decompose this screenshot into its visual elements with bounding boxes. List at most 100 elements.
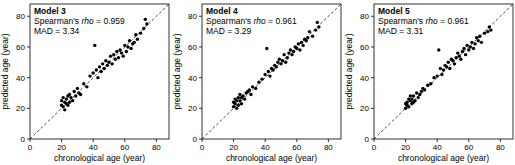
point (316, 21, 319, 24)
point (82, 82, 85, 85)
point (472, 47, 475, 50)
point (96, 76, 99, 79)
point (418, 93, 421, 96)
point (136, 38, 139, 41)
y-tick-label: 0 (193, 135, 198, 144)
point (282, 53, 285, 56)
point (478, 35, 481, 38)
point (68, 93, 71, 96)
point (410, 97, 413, 100)
point (85, 85, 88, 88)
y-axis-label: predicted age (year) (172, 33, 182, 109)
point (279, 62, 282, 65)
point (459, 58, 462, 61)
annotation-part: Spearman's (34, 16, 81, 26)
point (405, 100, 408, 103)
point (415, 91, 418, 94)
point (439, 67, 442, 70)
annotation: Spearman's rho = 0.961 (206, 16, 297, 26)
point (456, 51, 459, 54)
y-tick-label: 0 (365, 135, 370, 144)
annotation: MAD = 3.34 (34, 26, 79, 36)
x-tick-label: 20 (401, 143, 410, 152)
point (65, 97, 68, 100)
panel: 020406080020406080Model 3Spearman's rho … (0, 4, 169, 163)
point (297, 42, 300, 45)
point (420, 90, 423, 93)
x-tick-label: 0 (200, 143, 205, 152)
point (238, 93, 241, 96)
point (432, 76, 435, 79)
point (63, 108, 66, 111)
x-axis-label: chronological age (year) (226, 153, 317, 163)
y-axis-label: predicted age (year) (0, 33, 10, 109)
x-tick-label: 0 (372, 143, 377, 152)
point (407, 105, 410, 108)
point (292, 50, 295, 53)
point (260, 77, 263, 80)
point (314, 28, 317, 31)
annotation-part: rho (81, 16, 94, 26)
y-tick-label: 0 (21, 135, 26, 144)
identity-line (202, 4, 341, 139)
x-tick (328, 139, 329, 142)
y-tick-label: 20 (16, 104, 25, 113)
point (486, 30, 489, 33)
point (117, 56, 120, 59)
point (477, 39, 480, 42)
point (409, 94, 412, 97)
point (61, 96, 64, 99)
point (267, 70, 270, 73)
x-tick (405, 139, 406, 142)
point (306, 36, 309, 39)
y-tick-label: 60 (188, 43, 197, 52)
y-tick (27, 108, 30, 109)
plot-area (30, 4, 169, 139)
x-tick (202, 139, 203, 142)
point (79, 93, 82, 96)
point (454, 56, 457, 59)
x-tick (265, 139, 266, 142)
point (107, 61, 110, 64)
point (115, 50, 118, 53)
y-tick (199, 46, 202, 47)
point (71, 99, 74, 102)
y-tick (371, 46, 374, 47)
point (60, 99, 63, 102)
x-tick (61, 139, 62, 142)
point (413, 99, 416, 102)
point (133, 41, 136, 44)
annotation: MAD = 3.29 (206, 26, 251, 36)
point (473, 42, 476, 45)
panel: 020406080020406080Model 4Spearman's rho … (172, 4, 341, 163)
annotation-part: = 0.961 (438, 16, 469, 26)
point (290, 53, 293, 56)
x-tick-label: 80 (324, 143, 333, 152)
point (268, 74, 271, 77)
y-tick-label: 80 (360, 12, 369, 21)
panel-title: Model 3 (34, 6, 66, 16)
point (104, 59, 107, 62)
point (298, 48, 301, 51)
point (134, 33, 137, 36)
y-tick (371, 108, 374, 109)
point (480, 41, 483, 44)
annotation-part: rho (425, 16, 438, 26)
y-tick (27, 46, 30, 47)
point (271, 68, 274, 71)
annotation: MAD = 3.31 (378, 26, 423, 36)
x-tick (156, 139, 157, 142)
point (469, 45, 472, 48)
point (118, 48, 121, 51)
point (423, 88, 426, 91)
point (429, 82, 432, 85)
point (488, 25, 491, 28)
point (281, 59, 284, 62)
point (123, 44, 126, 47)
point (467, 48, 470, 51)
point (142, 27, 145, 30)
x-tick (468, 139, 469, 142)
point (435, 74, 438, 77)
plot-frame (30, 4, 169, 139)
x-tick-label: 80 (152, 143, 161, 152)
